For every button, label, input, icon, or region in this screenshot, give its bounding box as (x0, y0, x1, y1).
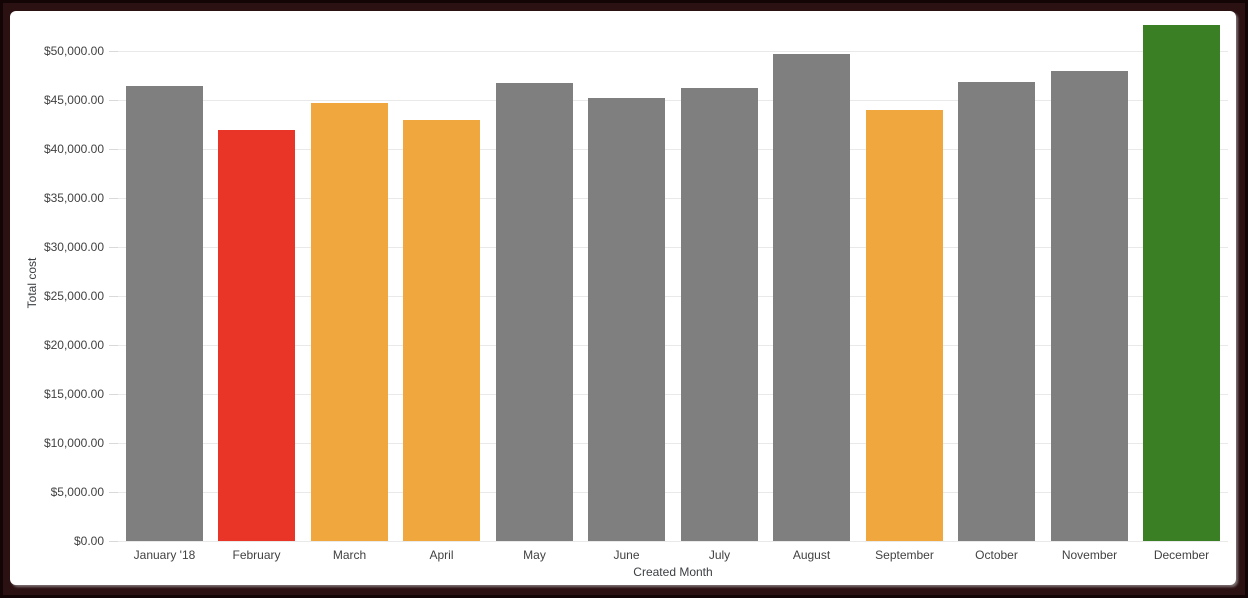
y-tick-label-0: $0.00 (73, 534, 104, 548)
bar-november[interactable] (1051, 71, 1128, 541)
gridline-50000 (118, 50, 1228, 52)
bar-march[interactable] (311, 103, 388, 541)
y-tick-mark-50000 (109, 50, 118, 52)
x-tick-label-december: December (1153, 548, 1210, 562)
gridline-25000 (118, 295, 1228, 297)
y-tick-label-5000: $5,000.00 (50, 485, 104, 500)
gridline-5000 (118, 491, 1228, 493)
bar-june[interactable] (588, 98, 665, 541)
x-tick-label-june: June (613, 548, 640, 562)
x-tick-label-september: September (875, 548, 934, 562)
y-tick-label-10000: $10,000.00 (43, 436, 104, 451)
bar-january-18[interactable] (126, 85, 203, 541)
x-tick-label-april: April (429, 548, 454, 562)
y-tick-mark-10000 (109, 442, 118, 444)
x-tick-label-march: March (332, 548, 367, 562)
y-tick-mark-45000 (109, 99, 118, 101)
bar-october[interactable] (958, 81, 1035, 541)
y-axis-title: Total cost (25, 257, 39, 309)
gridline-40000 (118, 148, 1228, 150)
gridline-45000 (118, 99, 1228, 101)
y-tick-label-15000: $15,000.00 (43, 387, 104, 402)
gridline-0 (118, 540, 1228, 542)
x-tick-label-may: May (523, 548, 546, 562)
y-tick-label-40000: $40,000.00 (43, 142, 104, 157)
y-tick-mark-15000 (109, 393, 118, 395)
x-tick-label-november: November (1061, 548, 1118, 562)
x-tick-label-january-18: January '18 (133, 548, 196, 562)
y-tick-mark-5000 (109, 491, 118, 493)
y-tick-label-45000: $45,000.00 (43, 93, 104, 108)
gridline-15000 (118, 393, 1228, 395)
y-tick-mark-20000 (109, 344, 118, 346)
y-tick-mark-30000 (109, 246, 118, 248)
y-tick-mark-0 (109, 540, 118, 542)
y-tick-label-30000: $30,000.00 (43, 240, 104, 255)
y-tick-label-20000: $20,000.00 (43, 338, 104, 353)
gridline-35000 (118, 197, 1228, 199)
bar-july[interactable] (681, 87, 758, 541)
bar-may[interactable] (496, 82, 573, 541)
y-tick-label-50000: $50,000.00 (43, 44, 104, 59)
bar-december[interactable] (1143, 25, 1220, 541)
bar-april[interactable] (403, 119, 480, 541)
x-tick-label-july: July (708, 548, 731, 562)
bar-february[interactable] (218, 129, 295, 541)
bar-august[interactable] (773, 54, 850, 541)
y-tick-label-35000: $35,000.00 (43, 191, 104, 206)
y-tick-mark-25000 (109, 295, 118, 297)
chart-card: Total cost Created Month $0.00 $5,000.00 $… (10, 11, 1236, 585)
x-tick-label-october: October (975, 548, 1018, 562)
y-tick-mark-35000 (109, 197, 118, 199)
plot-area (118, 25, 1228, 542)
x-axis-title: Created Month (633, 565, 713, 579)
x-tick-label-february: February (232, 548, 281, 562)
gridline-30000 (118, 246, 1228, 248)
x-tick-label-august: August (792, 548, 831, 562)
gridline-10000 (118, 442, 1228, 444)
gridline-20000 (118, 344, 1228, 346)
y-tick-mark-40000 (109, 148, 118, 150)
y-tick-label-25000: $25,000.00 (43, 289, 104, 304)
bar-september[interactable] (866, 110, 943, 541)
